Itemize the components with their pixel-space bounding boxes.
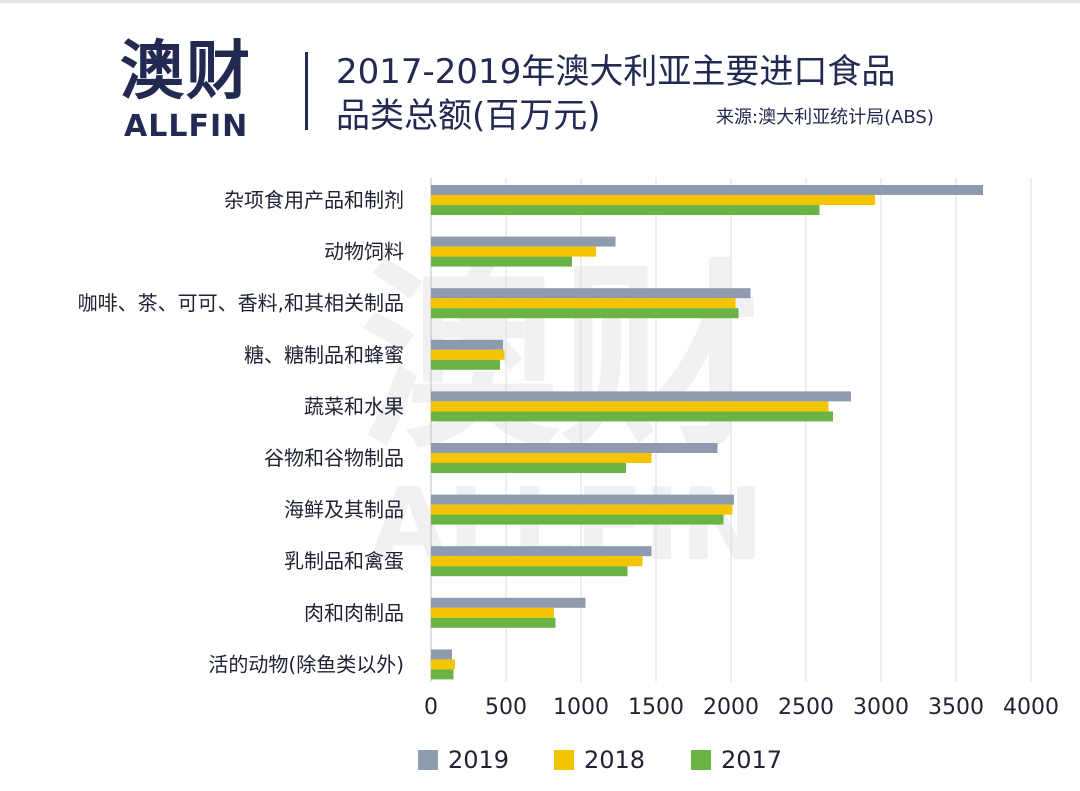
bar-2017: [431, 256, 572, 267]
bar-2017: [431, 205, 820, 215]
bar-2019: [431, 339, 503, 350]
category-label: 咖啡、茶、可可、香料,和其相关制品: [78, 291, 404, 315]
top-border: [0, 0, 1080, 3]
bar-2018: [431, 556, 643, 567]
x-tick-label: 2000: [703, 695, 759, 720]
bar-2017: [431, 617, 556, 628]
legend-label-2018: 2018: [584, 746, 645, 774]
legend-label-2019: 2019: [448, 746, 509, 774]
category-label: 乳制品和禽蛋: [284, 549, 404, 573]
bar-2019: [431, 236, 616, 247]
bar-2017: [431, 566, 628, 577]
x-tick-label: 1000: [553, 695, 609, 720]
chart-source: 来源:澳大利亚统计局(ABS): [716, 107, 934, 128]
bar-2019: [431, 597, 586, 608]
bar-2018: [431, 246, 596, 257]
x-tick-label: 1500: [628, 695, 684, 720]
bar-2018: [431, 453, 652, 463]
bar-2019: [431, 494, 734, 505]
category-label: 肉和肉制品: [304, 601, 404, 625]
legend-swatch-2017: [691, 750, 711, 770]
category-label: 动物饲料: [324, 240, 404, 264]
bar-2017: [431, 308, 739, 319]
category-label: 糖、糖制品和蜂蜜: [244, 343, 404, 367]
bar-2017: [431, 411, 833, 422]
bar-2019: [431, 391, 851, 402]
bar-2018: [431, 195, 875, 205]
x-tick-label: 0: [424, 695, 438, 720]
bar-2017: [431, 463, 626, 473]
legend: 2019 2018 2017: [418, 746, 782, 774]
category-label: 杂项食用产品和制剂: [224, 188, 404, 212]
bar-2018: [431, 659, 455, 670]
bar-2018: [431, 504, 733, 515]
category-label: 海鲜及其制品: [284, 498, 404, 522]
brand-logo: 澳财 ALLFIN: [112, 36, 282, 146]
category-label: 谷物和谷物制品: [264, 446, 404, 470]
bar-2017: [431, 669, 454, 680]
category-label-layer: 杂项食用产品和制剂动物饲料咖啡、茶、可可、香料,和其相关制品糖、糖制品和蜂蜜蔬菜…: [78, 188, 404, 676]
bar-2018: [431, 349, 505, 360]
category-label: 蔬菜和水果: [304, 394, 404, 418]
x-tick-label: 500: [485, 695, 527, 720]
bar-2019: [431, 546, 652, 557]
logo-english-text: ALLFIN: [124, 109, 249, 144]
bar-layer: [431, 185, 983, 680]
x-tick-label: 4000: [1003, 695, 1059, 720]
tick-label-layer: 0 500 1000 1500 2000 2500 3000 3500 4000: [424, 695, 1059, 720]
chart-title-line1: 2017-2019年澳大利亚主要进口食品: [336, 52, 896, 92]
bar-2019: [431, 185, 983, 195]
bar-2017: [431, 359, 500, 370]
bar-2019: [431, 288, 751, 299]
x-tick-label: 3500: [928, 695, 984, 720]
bar-2018: [431, 401, 829, 412]
bar-2017: [431, 514, 724, 525]
bar-2019: [431, 443, 718, 453]
chart-title-line2: 品类总额(百万元): [336, 96, 601, 136]
category-label: 活的动物(除鱼类以外): [208, 652, 404, 676]
header-divider: [305, 52, 308, 130]
legend-label-2017: 2017: [721, 746, 782, 774]
bar-2018: [431, 298, 736, 309]
x-tick-label: 2500: [778, 695, 834, 720]
legend-swatch-2018: [554, 750, 574, 770]
x-tick-label: 3000: [853, 695, 909, 720]
logo-chinese-text: 澳财: [120, 35, 252, 109]
bar-2019: [431, 649, 452, 660]
bar-2018: [431, 607, 554, 618]
legend-swatch-2019: [418, 750, 438, 770]
